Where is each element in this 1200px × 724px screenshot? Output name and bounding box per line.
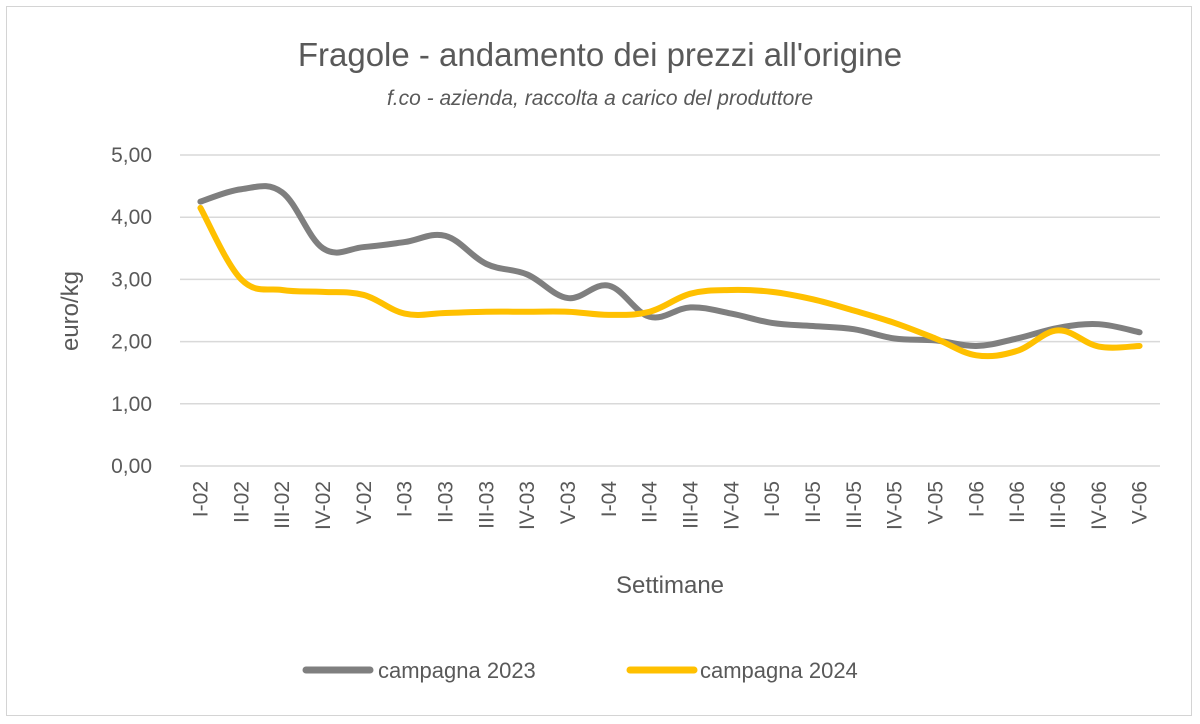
y-tick-label: 1,00 [111,393,152,416]
legend-label: campagna 2023 [378,658,536,683]
y-tick-label: 5,00 [111,144,152,167]
x-tick-label: II-04 [639,481,662,523]
x-tick-label: III-06 [1047,481,1070,529]
x-tick-label: II-06 [1006,481,1029,523]
x-tick-label: II-03 [434,481,457,523]
y-axis-ticks: 0,00 1,00 2,00 3,00 4,00 5,00 [111,144,152,478]
legend-label: campagna 2024 [700,658,858,683]
y-tick-label: 0,00 [111,455,152,478]
series-line-1 [197,183,1143,349]
x-tick-label: I-03 [394,481,417,517]
series-line-2 [197,204,1143,360]
y-tick-label: 4,00 [111,206,152,229]
x-tick-label: I-05 [761,481,784,517]
y-tick-label: 2,00 [111,331,152,354]
gridlines [180,154,1160,467]
x-tick-label: I-02 [189,481,212,517]
x-tick-label: II-05 [802,481,825,523]
y-axis-title: euro/kg [57,271,84,351]
x-tick-label: I-06 [965,481,988,517]
x-tick-label: IV-04 [720,481,743,530]
x-tick-label: III-04 [679,481,702,529]
x-tick-label: IV-06 [1088,481,1111,530]
series-lines [197,183,1143,360]
x-tick-label: V-05 [924,481,947,524]
x-tick-label: V-02 [353,481,376,524]
chart-subtitle: f.co - azienda, raccolta a carico del pr… [387,87,813,110]
x-tick-label: V-06 [1129,481,1152,524]
x-tick-label: III-02 [271,481,294,529]
legend: campagna 2023 campagna 2024 [302,658,858,683]
x-tick-label: V-03 [557,481,580,524]
x-axis-ticks: I-02 II-02 III-02 IV-02 V-02 I-03 II-03 III-03 I… [189,481,1151,530]
x-tick-label: II-02 [230,481,253,523]
chart-frame [6,6,1192,716]
x-tick-label: IV-02 [312,481,335,530]
x-tick-label: IV-03 [516,481,539,530]
x-tick-label: III-03 [475,481,498,529]
x-tick-label: I-04 [598,481,621,518]
x-tick-label: III-05 [843,481,866,529]
x-axis-title: Settimane [616,572,724,599]
x-tick-label: IV-05 [884,481,907,530]
y-tick-label: 3,00 [111,268,152,291]
chart-title: Fragole - andamento dei prezzi all'origi… [298,36,902,73]
